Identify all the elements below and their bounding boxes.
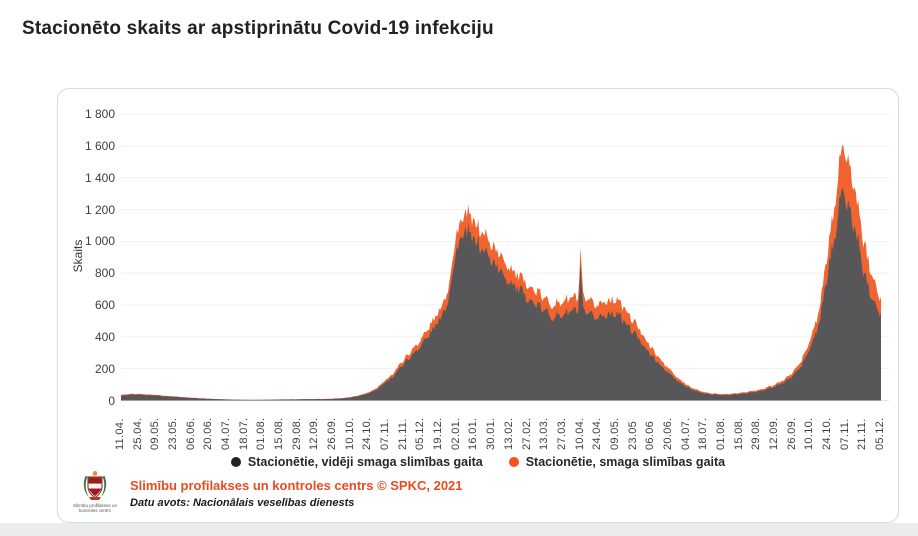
page-bottom-strip: [0, 523, 918, 536]
x-tick-label: 12.09.: [767, 417, 780, 450]
x-tick-label: 24.04.: [591, 417, 604, 450]
x-tick-label: 13.03.: [538, 417, 551, 450]
x-tick-label: 21.11.: [856, 418, 869, 450]
x-tick-label: 05.12.: [414, 417, 427, 450]
x-tick-label: 01.08.: [714, 417, 727, 450]
x-tick-label: 11.04.: [114, 418, 126, 450]
x-tick-label: 10.10.: [803, 417, 816, 450]
legend-item-videji-smaga[interactable]: Stacionētie, vidēji smaga slimības gaita: [230, 455, 483, 469]
x-tick-label: 19.12.: [432, 417, 445, 450]
x-tick-label: 23.05.: [167, 417, 180, 450]
x-axis-ticks: 11.04. 25.04. 09.05. 23.05. 06.06. 20.06. 04.0…: [58, 402, 898, 452]
y-tick-label: 1 400: [84, 170, 115, 185]
y-tick-label: 1 800: [84, 107, 115, 121]
x-tick-label: 30.01.: [485, 417, 498, 450]
legend-dot-orange-icon: [508, 457, 519, 467]
y-tick-label: 1 200: [84, 202, 115, 217]
x-tick-label: 29.08.: [290, 417, 303, 450]
logo-caption: Slimību profilakses un kontroles centrs: [72, 503, 118, 513]
x-tick-label: 09.05.: [149, 417, 162, 450]
x-tick-label: 27.02.: [520, 417, 533, 450]
x-tick-label: 23.05: [626, 420, 639, 450]
x-tick-label: 15.08.: [273, 417, 286, 450]
x-tick-label: 12.09.: [308, 417, 321, 450]
x-tick-label: 13.02.: [502, 417, 515, 450]
footer-source: Datu avots: Nacionālais veselības dienes…: [130, 497, 355, 509]
footer-credit: Slimību profilakses un kontroles centrs …: [130, 478, 463, 493]
x-tick-label: 20.06.: [661, 417, 674, 450]
x-tick-label: 26.09.: [785, 417, 798, 450]
x-tick-label: 26.09.: [326, 417, 339, 450]
x-tick-label: 29.08.: [750, 417, 763, 450]
x-tick-label: 24.10.: [820, 417, 833, 450]
x-tick-label: 10.10.: [343, 417, 356, 450]
chart-card: Skaits 0 200 400 600 800 1 000 1 200 1 400 1 600…: [57, 88, 899, 523]
legend-item-smaga[interactable]: Stacionētie, smaga slimības gaita: [508, 455, 726, 469]
x-tick-label: 05.12.: [874, 417, 886, 450]
stacked-area-chart: [121, 113, 889, 401]
x-tick-label: 20.06.: [202, 417, 215, 450]
chart-footer: Slimību profilakses un kontroles centrs …: [68, 470, 463, 513]
area-series-videji-smaga: [121, 188, 881, 401]
x-tick-label: 21.11.: [396, 418, 409, 450]
x-tick-label: 27.03.: [555, 417, 568, 450]
y-tick-label: 600: [94, 298, 115, 312]
x-tick-label: 07.11.: [838, 418, 851, 450]
spkc-logo: Slimību profilakses un kontroles centrs: [68, 470, 122, 513]
legend-label-videji-smaga: Stacionētie, vidēji smaga slimības gaita: [247, 455, 483, 469]
y-tick-label: 800: [94, 266, 115, 281]
x-tick-label: 09.05.: [608, 417, 621, 450]
y-tick-label: 1 000: [84, 234, 115, 249]
x-tick-label: 01.08.: [255, 417, 268, 450]
x-tick-label: 24.10.: [361, 417, 374, 450]
y-tick-label: 0: [108, 393, 115, 408]
x-tick-label: 06.06: [644, 420, 657, 450]
x-tick-label: 07.11.: [379, 418, 392, 450]
legend-dot-dark-icon: [230, 457, 241, 467]
x-tick-label: 06.06.: [184, 417, 197, 450]
x-tick-label: 18.07.: [697, 417, 710, 450]
plot-area[interactable]: [121, 101, 889, 401]
chart-legend: Stacionētie, vidēji smaga slimības gaita…: [58, 455, 898, 469]
y-tick-label: 200: [94, 361, 115, 376]
x-tick-label: 04.07.: [220, 417, 233, 450]
legend-label-smaga: Stacionētie, smaga slimības gaita: [525, 455, 726, 469]
page-title: Stacionēto skaits ar apstiprinātu Covid-…: [22, 18, 494, 39]
coat-of-arms-icon: [83, 471, 107, 500]
x-tick-label: 10.04.: [573, 417, 586, 450]
x-tick-label: 02.01.: [449, 417, 462, 450]
x-tick-label: 16.01.: [467, 417, 480, 450]
x-tick-label: 25.04.: [131, 417, 144, 450]
x-tick-label: 18.07.: [237, 417, 250, 450]
y-tick-label: 400: [94, 329, 115, 344]
y-tick-label: 1 600: [84, 138, 115, 153]
x-tick-label: 04.07.: [679, 417, 692, 450]
x-tick-label: 15.08.: [732, 417, 745, 450]
y-axis-ticks: 0 200 400 600 800 1 000 1 200 1 400 1 600 1 800: [58, 101, 115, 408]
